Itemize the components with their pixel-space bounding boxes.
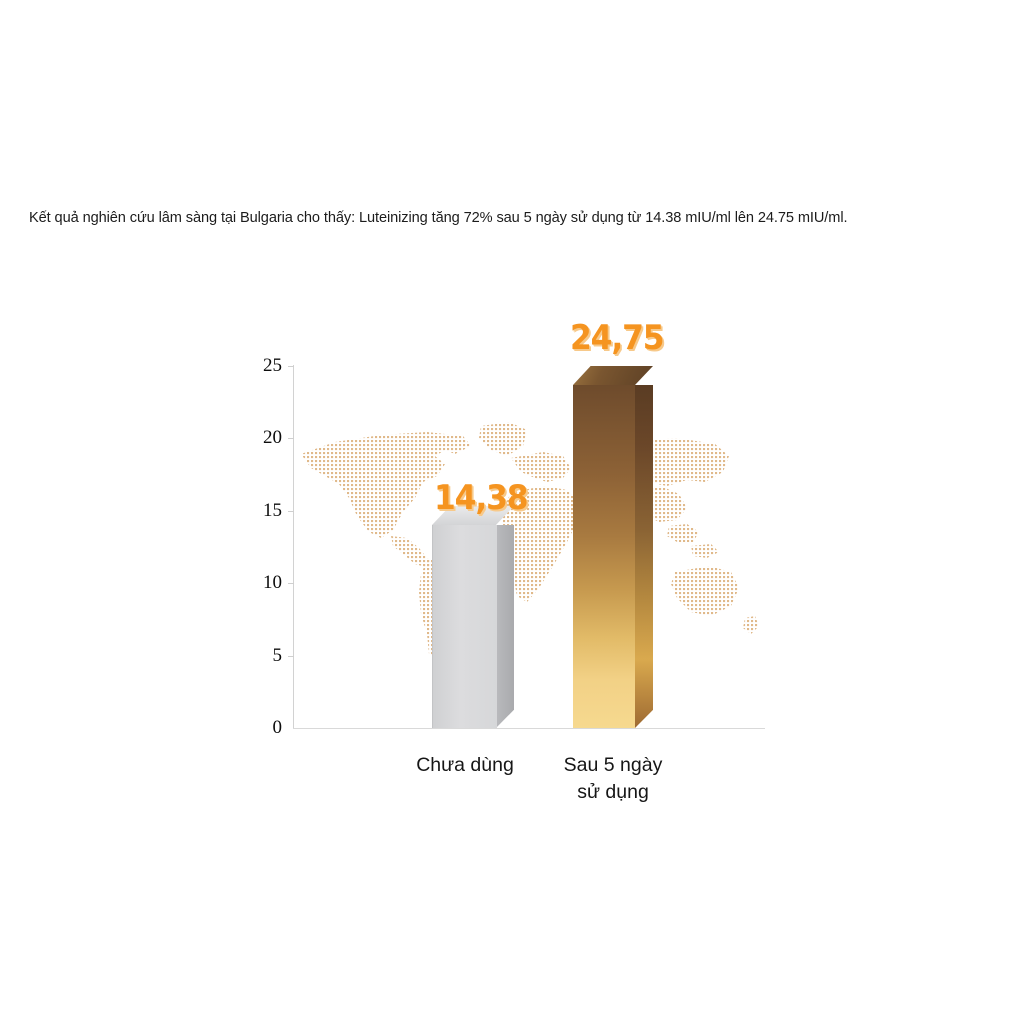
y-tick-mark-20 bbox=[288, 438, 294, 439]
intro-paragraph: Kết quả nghiên cứu lâm sàng tại Bulgaria… bbox=[29, 210, 848, 226]
bar-sau-5-ngay[interactable] bbox=[573, 300, 653, 728]
bar-chua-dung-front-face bbox=[432, 525, 497, 728]
bar-chua-dung-side-face bbox=[496, 525, 514, 728]
y-tick-label-25: 25 bbox=[263, 355, 282, 376]
bar-chua-dung[interactable] bbox=[432, 300, 514, 728]
y-tick-20: 20 bbox=[0, 427, 282, 448]
value-label-chua-dung: 14,38 bbox=[434, 478, 529, 518]
y-tick-25: 25 bbox=[0, 355, 282, 376]
y-axis-line bbox=[293, 365, 294, 729]
category-label-chua-dung: Chưa dùng bbox=[416, 754, 514, 776]
y-tick-mark-25 bbox=[288, 366, 294, 367]
x-axis-line bbox=[293, 728, 765, 729]
bar-sau-5-ngay-side-face bbox=[635, 385, 653, 728]
value-label-sau-5-ngay: 24,75 bbox=[570, 318, 665, 358]
y-tick-10: 10 bbox=[0, 572, 282, 593]
y-tick-label-5: 5 bbox=[272, 645, 283, 666]
y-tick-mark-5 bbox=[288, 656, 294, 657]
y-tick-5: 5 bbox=[0, 645, 283, 666]
bar-chart: 25 20 15 10 5 0 14,38 24,75 Chưa dùng Sa… bbox=[0, 300, 1024, 840]
world-map-background bbox=[301, 422, 759, 658]
y-tick-15: 15 bbox=[0, 500, 282, 521]
bar-chua-dung-top-face bbox=[432, 506, 514, 525]
y-tick-label-0: 0 bbox=[272, 717, 283, 738]
y-tick-label-15: 15 bbox=[263, 500, 282, 521]
category-label-sau-5-ngay: Sau 5 ngày sử dụng bbox=[563, 754, 663, 803]
bar-sau-5-ngay-front-face bbox=[573, 385, 635, 728]
y-tick-0: 0 bbox=[0, 717, 283, 738]
y-tick-label-10: 10 bbox=[263, 572, 282, 593]
y-tick-mark-10 bbox=[288, 583, 294, 584]
y-tick-label-20: 20 bbox=[263, 427, 282, 448]
bar-sau-5-ngay-top-face bbox=[573, 366, 653, 385]
y-tick-mark-15 bbox=[288, 511, 294, 512]
